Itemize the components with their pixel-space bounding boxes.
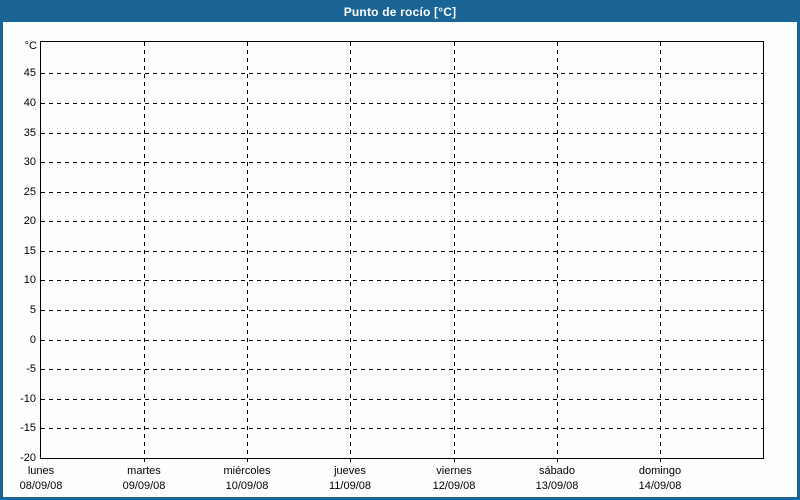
day-date-label: 10/09/08 [225, 480, 269, 492]
v-gridline-day-6 [660, 42, 661, 463]
h-gridline-20 [41, 221, 763, 222]
chart-title: Punto de rocío [°C] [343, 5, 457, 19]
h-gridline-5 [41, 310, 763, 311]
x-axis-label-jueves: jueves 11/09/08 [329, 464, 371, 494]
v-gridline-day-4 [454, 42, 455, 463]
h-gridline--5 [41, 369, 763, 370]
y-tick-label--15: -15 [20, 422, 36, 434]
h-gridline-25 [41, 192, 763, 193]
x-axis-label-martes: martes 09/09/08 [123, 464, 166, 494]
v-gridline-day-2 [247, 42, 248, 463]
day-name-label: lunes [27, 465, 55, 477]
day-name-label: jueves [334, 465, 366, 477]
chart-title-bar: Punto de rocío [°C] [3, 3, 797, 22]
h-gridline-15 [41, 251, 763, 252]
day-date-label: 13/09/08 [535, 480, 579, 492]
day-date-label: 09/09/08 [122, 480, 166, 492]
y-tick-label-20: 20 [23, 215, 36, 227]
day-name-label: viernes [436, 465, 472, 477]
v-gridline-day-5 [557, 42, 558, 463]
day-name-label: sábado [538, 465, 576, 477]
h-gridline--10 [41, 399, 763, 400]
y-tick-label-35: 35 [23, 127, 36, 139]
h-gridline--15 [41, 428, 763, 429]
day-date-label: 08/09/08 [19, 480, 63, 492]
x-axis-label-viernes: viernes 12/09/08 [433, 464, 476, 494]
day-date-label: 12/09/08 [432, 480, 476, 492]
y-tick-label-0: 0 [29, 334, 36, 346]
y-tick-label-25: 25 [23, 186, 36, 198]
y-tick-label-30: 30 [23, 156, 36, 168]
h-gridline-40 [41, 103, 763, 104]
y-tick-label-15: 15 [23, 245, 36, 257]
day-date-label: 11/09/08 [328, 480, 372, 492]
x-axis-label-domingo: domingo 14/09/08 [639, 464, 682, 494]
day-date-label: 14/09/08 [638, 480, 682, 492]
y-tick-label-45: 45 [23, 67, 36, 79]
h-gridline-30 [41, 162, 763, 163]
y-axis-unit-label: °C [24, 40, 37, 52]
v-gridline-day-1 [144, 42, 145, 463]
h-gridline-35 [41, 133, 763, 134]
y-tick-label--5: -5 [26, 363, 36, 375]
y-tick-label-40: 40 [23, 97, 36, 109]
y-tick-label-5: 5 [29, 304, 36, 316]
y-tick-label-10: 10 [23, 274, 36, 286]
h-gridline-45 [41, 73, 763, 74]
day-name-label: domingo [638, 465, 682, 477]
day-name-label: miércoles [223, 465, 271, 477]
x-axis-label-sábado: sábado 13/09/08 [536, 464, 579, 494]
plot-area [40, 41, 764, 463]
h-gridline-10 [41, 280, 763, 281]
x-axis-label-lunes: lunes 08/09/08 [20, 464, 63, 494]
x-axis-label-miércoles: miércoles 10/09/08 [223, 464, 270, 494]
y-tick-label--10: -10 [20, 393, 36, 405]
v-gridline-day-3 [350, 42, 351, 463]
day-name-label: martes [127, 465, 161, 477]
y-tick-label--20: -20 [20, 452, 36, 464]
h-gridline-0 [41, 340, 763, 341]
